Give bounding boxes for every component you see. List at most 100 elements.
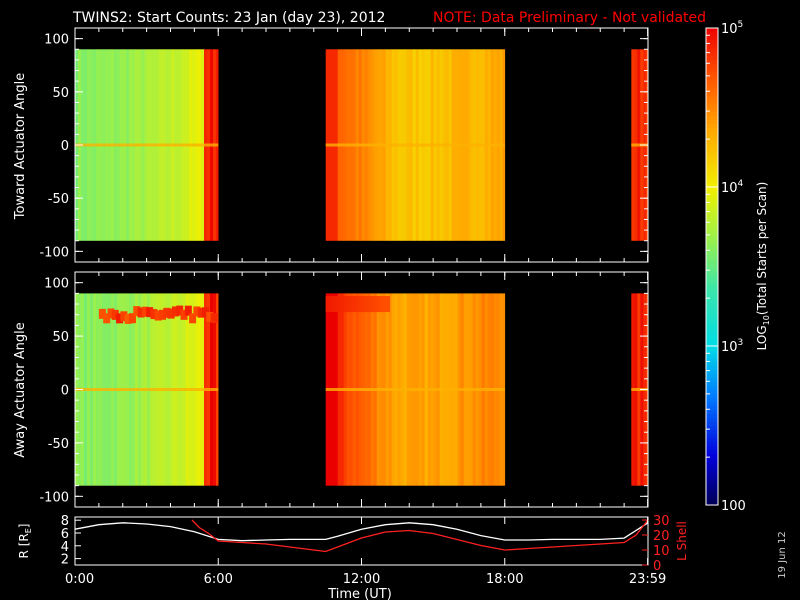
- heatmap-cell: [325, 296, 333, 313]
- colorbar-swatch: [706, 385, 718, 391]
- colorbar-swatch: [706, 139, 718, 144]
- colorbar-swatch: [706, 389, 718, 395]
- colorbar-swatch: [706, 32, 718, 37]
- lshell-tick-label: 0: [653, 559, 661, 574]
- colorbar-swatch: [706, 63, 718, 69]
- colorbar-swatch: [706, 286, 718, 291]
- heatmap-cell: [124, 313, 132, 324]
- colorbar-swatch: [706, 373, 718, 379]
- colorbar-swatch: [706, 91, 718, 97]
- y-tick-label: -100: [39, 490, 69, 505]
- y-tick-label: 50: [52, 86, 69, 101]
- orbit-axes-frame: [74, 516, 649, 566]
- colorbar-tick-label: 104: [721, 179, 744, 196]
- heatmap-cell: [350, 296, 358, 313]
- heatmap-cell: [631, 388, 648, 391]
- colorbar-swatch: [706, 242, 718, 248]
- colorbar-swatch: [706, 159, 718, 164]
- colorbar-swatch: [706, 218, 718, 224]
- colorbar-swatch: [706, 437, 718, 442]
- colorbar-swatch: [706, 163, 718, 168]
- heatmap-cell: [176, 305, 184, 316]
- r-axis-label: R [RE]: [17, 524, 33, 559]
- colorbar-swatch: [706, 151, 718, 156]
- x-tick-label: 0:00: [65, 572, 94, 587]
- x-tick-label: 12:00: [343, 572, 380, 587]
- colorbar-swatch: [706, 198, 718, 204]
- colorbar-swatch: [706, 485, 718, 490]
- x-tick-label: 6:00: [204, 572, 233, 587]
- heatmap-cell: [137, 307, 145, 318]
- colorbar-swatch: [706, 461, 718, 466]
- heatmap-cell: [206, 311, 214, 322]
- toward-angle-ylabel: Toward Actuator Angle: [13, 73, 28, 220]
- date-stamp: 19 Jun 12: [777, 531, 788, 578]
- colorbar-swatch: [706, 119, 718, 124]
- heatmap-cell: [193, 306, 201, 317]
- colorbar-swatch: [706, 401, 718, 407]
- heatmap-cell: [368, 296, 376, 313]
- colorbar-swatch: [706, 226, 718, 232]
- colorbar-swatch: [706, 365, 718, 371]
- colorbar-swatch: [706, 338, 718, 343]
- heatmap-cell: [128, 313, 136, 324]
- away-angle-heatmap-panel: 100 50 0 -50 -100: [39, 271, 649, 508]
- heatmap-cell: [133, 306, 141, 317]
- colorbar-swatch: [706, 481, 718, 486]
- colorbar-swatch: [706, 95, 718, 101]
- colorbar-swatch: [706, 206, 718, 212]
- heatmap-cell: [98, 308, 106, 319]
- colorbar-swatch: [706, 334, 718, 339]
- colorbar-swatch: [706, 115, 718, 120]
- colorbar-tick-label: 100: [721, 499, 746, 514]
- colorbar-swatch: [706, 167, 718, 172]
- colorbar-swatch: [706, 262, 718, 267]
- colorbar-swatch: [706, 342, 718, 347]
- heatmap-cell: [379, 296, 387, 313]
- y-tick-label: 100: [44, 33, 69, 48]
- r-tick-label: 6: [61, 527, 69, 542]
- colorbar-swatch: [706, 127, 718, 132]
- heatmap-cell: [150, 309, 158, 320]
- heatmap-cell: [336, 296, 344, 313]
- heatmap-cell: [340, 296, 348, 313]
- heatmap-cell: [189, 313, 197, 324]
- colorbar-swatch: [706, 210, 718, 216]
- colorbar-swatch: [706, 429, 718, 434]
- colorbar-swatch: [706, 409, 718, 415]
- colorbar-swatch: [706, 369, 718, 375]
- heatmap-cell: [111, 309, 119, 320]
- colorbar-swatch: [706, 357, 718, 363]
- colorbar-swatch: [706, 465, 718, 470]
- heatmap-cell: [154, 310, 162, 321]
- heatmap-cell: [343, 296, 351, 313]
- colorbar-swatch: [706, 83, 718, 89]
- heatmap-cell: [382, 296, 390, 313]
- heatmap-cell: [107, 308, 115, 319]
- colorbar-swatch: [706, 234, 718, 240]
- away-angle-ylabel: Away Actuator Angle: [13, 322, 28, 457]
- colorbar-swatch: [706, 413, 718, 419]
- heatmap-cell: [184, 305, 192, 316]
- heatmap-cell: [365, 296, 373, 313]
- colorbar-swatch: [706, 453, 718, 458]
- colorbar-swatch: [706, 214, 718, 220]
- lshell-axis-label: L Shell: [675, 521, 689, 561]
- heatmap-cell: [325, 388, 505, 391]
- r-tick-label: 2: [61, 553, 69, 568]
- heatmap-cell: [75, 143, 219, 147]
- colorbar-swatch: [706, 346, 718, 351]
- colorbar-swatch: [706, 202, 718, 208]
- colorbar-swatch: [706, 246, 718, 252]
- r-distance-line: [74, 522, 649, 542]
- heatmap-cell: [116, 313, 124, 324]
- colorbar-swatch: [706, 43, 718, 49]
- colorbar-swatch: [706, 250, 718, 256]
- heatmap-cell: [325, 143, 505, 147]
- r-tick-label: 4: [61, 540, 69, 555]
- colorbar-swatch: [706, 179, 718, 184]
- colorbar-swatch: [706, 51, 718, 57]
- colorbar-swatch: [706, 194, 718, 200]
- colorbar-swatch: [706, 477, 718, 482]
